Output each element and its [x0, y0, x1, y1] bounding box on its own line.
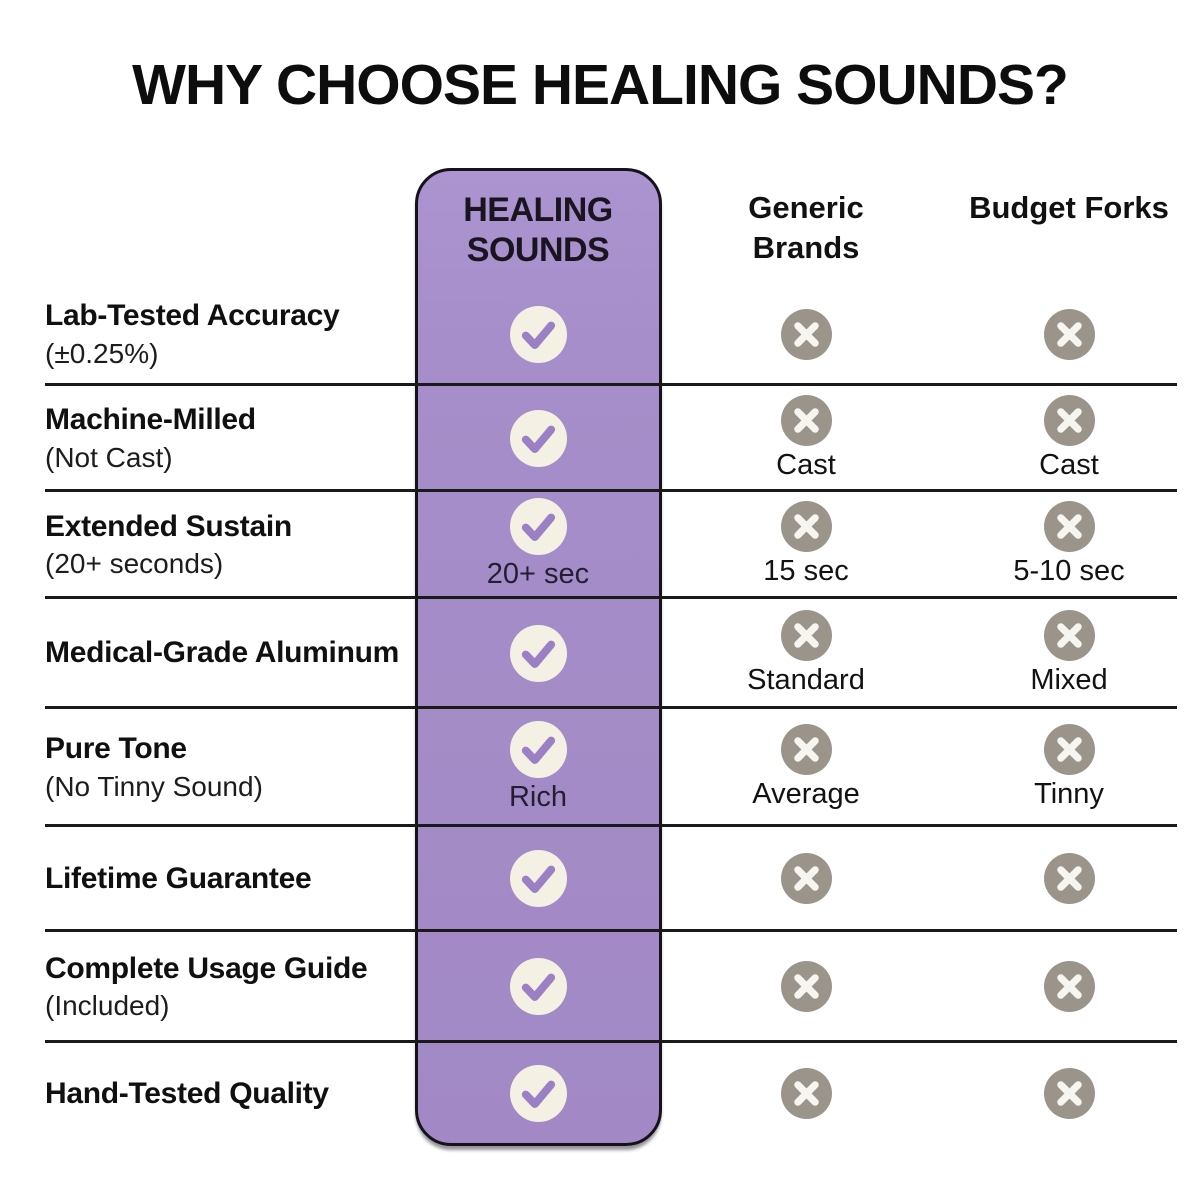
- check-icon: [510, 306, 567, 363]
- column-header-budget: Budget Forks: [969, 190, 1169, 225]
- cell-budget: [969, 931, 1169, 1042]
- cell-budget: Tinny: [969, 708, 1169, 826]
- cell-healing: 20+ sec: [438, 491, 638, 598]
- cell-generic: [706, 826, 906, 931]
- cell-budget: [969, 1042, 1169, 1145]
- x-icon: [781, 961, 832, 1012]
- table-row: Medical-Grade Aluminum Standard Mixed: [0, 598, 1200, 709]
- row-label-cell: Extended Sustain (20+ seconds): [45, 491, 413, 598]
- row-label: Extended Sustain: [45, 509, 292, 543]
- x-icon: [781, 395, 832, 446]
- x-icon: [1044, 501, 1095, 552]
- cell-budget: [969, 283, 1169, 385]
- row-sublabel: (Included): [45, 990, 170, 1022]
- check-icon: [510, 721, 567, 778]
- cell-value: Average: [752, 777, 860, 810]
- row-label: Medical-Grade Aluminum: [45, 636, 400, 670]
- cell-generic: Cast: [706, 385, 906, 491]
- row-label: Machine-Milled: [45, 403, 256, 437]
- cell-healing: [438, 283, 638, 385]
- check-icon: [510, 410, 567, 467]
- row-label: Lab-Tested Accuracy: [45, 299, 340, 333]
- x-icon: [781, 724, 832, 775]
- comparison-table: Lab-Tested Accuracy (±0.25%) Machine-Mil…: [0, 283, 1200, 1145]
- column-header-generic: Generic Brands: [748, 190, 864, 266]
- cell-value: Standard: [747, 663, 865, 696]
- x-icon: [1044, 1068, 1095, 1119]
- cell-value: Cast: [1039, 448, 1099, 481]
- table-row: Complete Usage Guide (Included): [0, 931, 1200, 1043]
- row-label: Complete Usage Guide: [45, 951, 368, 985]
- cell-value: Mixed: [1030, 663, 1108, 696]
- table-row: Machine-Milled (Not Cast) Cast Cast: [0, 385, 1200, 492]
- cell-value: Cast: [776, 448, 836, 481]
- page-title: WHY CHOOSE HEALING SOUNDS?: [132, 53, 1069, 117]
- cell-value: 5-10 sec: [1013, 555, 1125, 587]
- cell-value: Tinny: [1034, 777, 1104, 810]
- table-row: Hand-Tested Quality: [0, 1042, 1200, 1145]
- check-icon: [510, 625, 567, 682]
- table-row: Lab-Tested Accuracy (±0.25%): [0, 283, 1200, 386]
- cell-budget: Cast: [969, 385, 1169, 491]
- check-icon: [510, 850, 567, 907]
- row-sublabel: (No Tinny Sound): [45, 770, 263, 802]
- table-row: Extended Sustain (20+ seconds) 20+ sec 1…: [0, 491, 1200, 599]
- row-sublabel: (±0.25%): [45, 337, 159, 369]
- cell-healing: Rich: [438, 708, 638, 826]
- cell-value: 20+ sec: [486, 558, 590, 590]
- cell-healing: [438, 598, 638, 708]
- x-icon: [1044, 853, 1095, 904]
- cell-healing: [438, 826, 638, 931]
- cell-healing: [438, 385, 638, 491]
- x-icon: [781, 309, 832, 360]
- check-icon: [510, 1065, 567, 1122]
- table-row: Pure Tone (No Tinny Sound) Rich Average …: [0, 708, 1200, 827]
- cell-generic: 15 sec: [706, 491, 906, 598]
- x-icon: [781, 610, 832, 661]
- x-icon: [1044, 309, 1095, 360]
- row-sublabel: (20+ seconds): [45, 548, 224, 580]
- cell-healing: [438, 931, 638, 1042]
- row-label: Hand-Tested Quality: [45, 1076, 329, 1110]
- cell-budget: [969, 826, 1169, 931]
- column-header-healing: HEALING SOUNDS: [463, 191, 613, 270]
- x-icon: [781, 853, 832, 904]
- cell-generic: [706, 283, 906, 385]
- row-label-cell: Lifetime Guarantee: [45, 826, 413, 931]
- x-icon: [1044, 395, 1095, 446]
- table-row: Lifetime Guarantee: [0, 826, 1200, 932]
- row-sublabel: (Not Cast): [45, 441, 173, 473]
- x-icon: [781, 1068, 832, 1119]
- check-icon: [510, 958, 567, 1015]
- cell-generic: Standard: [706, 598, 906, 708]
- cell-generic: Average: [706, 708, 906, 826]
- cell-budget: 5-10 sec: [969, 491, 1169, 598]
- row-label-cell: Pure Tone (No Tinny Sound): [45, 708, 413, 826]
- row-label-cell: Hand-Tested Quality: [45, 1042, 413, 1145]
- cell-healing: [438, 1042, 638, 1145]
- x-icon: [781, 501, 832, 552]
- cell-generic: [706, 1042, 906, 1145]
- row-label: Pure Tone: [45, 732, 187, 766]
- x-icon: [1044, 961, 1095, 1012]
- row-label-cell: Medical-Grade Aluminum: [45, 598, 413, 708]
- row-label-cell: Lab-Tested Accuracy (±0.25%): [45, 283, 413, 385]
- cell-budget: Mixed: [969, 598, 1169, 708]
- check-icon: [510, 498, 567, 555]
- cell-value: 15 sec: [763, 555, 849, 587]
- cell-generic: [706, 931, 906, 1042]
- row-label-cell: Complete Usage Guide (Included): [45, 931, 413, 1042]
- x-icon: [1044, 724, 1095, 775]
- row-label-cell: Machine-Milled (Not Cast): [45, 385, 413, 491]
- cell-value: Rich: [508, 780, 567, 813]
- x-icon: [1044, 610, 1095, 661]
- row-label: Lifetime Guarantee: [45, 861, 312, 895]
